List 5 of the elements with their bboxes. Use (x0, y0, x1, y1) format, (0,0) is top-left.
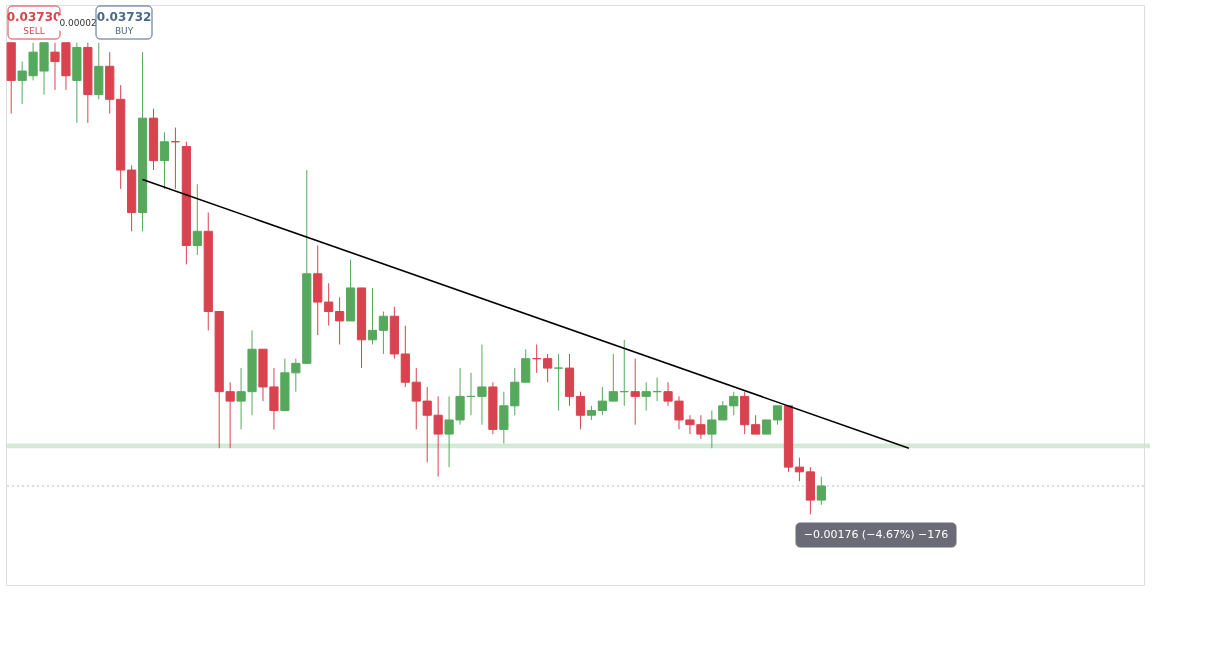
text: −0.00176 (−4.67%) −176 (803, 528, 949, 541)
text: BUY (114, 26, 134, 36)
text: 0.03732 (96, 10, 152, 24)
text: 0.00002 (59, 18, 97, 28)
text: SELL (23, 26, 45, 36)
